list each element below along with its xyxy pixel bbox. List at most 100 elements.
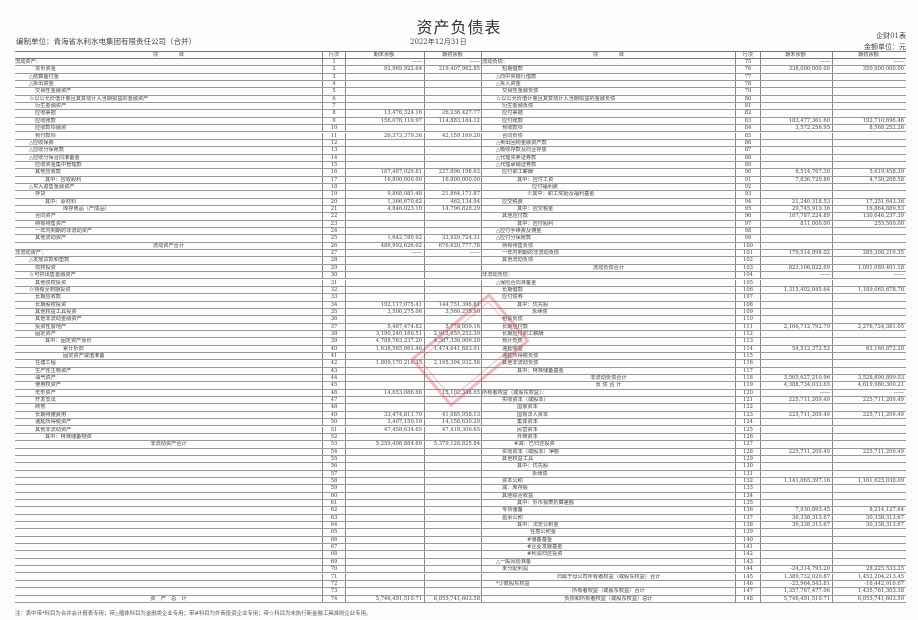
- liability-equity-row-number: 75: [735, 59, 761, 66]
- table-row: 65 任意公积金 139: [15, 529, 906, 537]
- liability-equity-end-balance: [761, 81, 833, 88]
- asset-begin-balance: [425, 81, 482, 88]
- asset-begin-balance: 47,418,306.65: [425, 426, 482, 433]
- asset-row-number: 59: [322, 485, 346, 492]
- liability-equity-end-balance: 7,836,729.86: [761, 176, 833, 183]
- liability-equity-end-balance: [761, 139, 833, 147]
- asset-begin-balance: [425, 103, 482, 110]
- liability-equity-end-balance: [761, 463, 833, 470]
- table-row: 59 减：库存股 133: [15, 485, 906, 493]
- asset-end-balance: ——: [346, 59, 425, 66]
- asset-end-balance: 3,190,240,180.51: [346, 330, 425, 338]
- asset-begin-balance: [425, 588, 482, 595]
- asset-row-number: 48: [322, 404, 346, 411]
- liability-equity-end-balance: 30,338,313.67: [761, 522, 833, 529]
- liability-equity-row-number: 113: [735, 338, 761, 345]
- asset-begin-balance: [425, 353, 482, 360]
- liability-equity-item-label: 应付票据: [502, 110, 523, 117]
- liability-equity-begin-balance: 192,710,696.46: [862, 117, 904, 124]
- liability-equity-row-number: 94: [735, 198, 761, 205]
- asset-item-label: [15, 544, 322, 550]
- liability-equity-begin-balance: [833, 419, 906, 425]
- liability-equity-end-balance: [761, 536, 833, 544]
- asset-end-balance: [346, 375, 425, 382]
- asset-end-balance: [346, 588, 425, 595]
- table-row: 其他应收款 16 187,487,029.81 227,896,198.63 应付职工薪…: [15, 169, 906, 177]
- table-row: 使用权资产 45 负 债 合 计 119 4,388,734,033.65 4,619,9…: [15, 382, 906, 390]
- asset-item-label: ☆以公允价值计量且其变动计入当期损益的金融资产: [29, 95, 149, 102]
- liability-equity-end-balance: [761, 88, 833, 95]
- asset-row-number: 50: [322, 419, 346, 426]
- asset-row-number: 54: [322, 448, 346, 455]
- asset-row-number: 2: [322, 66, 346, 73]
- asset-end-balance: [346, 522, 425, 529]
- asset-item-label: △发放贷款和垫款: [29, 257, 70, 264]
- asset-row-number: 37: [322, 323, 346, 330]
- asset-item-label: 流动资产合计: [152, 242, 185, 249]
- asset-row-number: 24: [322, 228, 346, 235]
- asset-begin-balance: [425, 558, 482, 566]
- liability-equity-row-number: 82: [735, 110, 761, 117]
- asset-end-balance: 33,474,811.70: [346, 411, 425, 419]
- asset-item-label: 其他债权投资: [35, 279, 67, 286]
- asset-end-balance: [346, 88, 425, 95]
- liability-equity-row-number: 129: [735, 455, 761, 463]
- header-end-left: 期末余额: [346, 52, 425, 58]
- asset-row-number: 57: [322, 470, 346, 477]
- liability-equity-end-balance: 811,000.00: [761, 220, 833, 228]
- asset-begin-balance: [425, 316, 482, 323]
- asset-row-number: 14: [322, 154, 346, 161]
- liability-equity-item-label: 其他流动负债: [502, 257, 534, 264]
- liability-equity-end-balance: ——: [761, 272, 833, 279]
- liability-equity-item-label: △应付分保账款: [496, 235, 532, 242]
- asset-end-balance: [346, 286, 425, 294]
- liability-equity-row-number: 81: [735, 103, 761, 110]
- asset-row-number: 56: [322, 463, 346, 470]
- liability-equity-begin-balance: [833, 441, 906, 447]
- liability-equity-item-label: 非流动负债：: [482, 272, 514, 279]
- liability-equity-row-number: 77: [735, 73, 761, 81]
- table-row: 其他流动资产 25 1,642,780.92 33,929,724.31 △应付分保账款…: [15, 235, 906, 243]
- liability-equity-row-number: 79: [735, 88, 761, 95]
- header-item-right: 项 目: [592, 52, 625, 58]
- asset-begin-balance: 1,474,641,683.91: [425, 345, 482, 352]
- table-row: 61 其中：外币报表折算差额 135: [15, 500, 906, 508]
- reporting-unit: 编制单位：青海省水利水电集团有限责任公司（合并）: [16, 37, 196, 46]
- asset-row-number: 63: [322, 514, 346, 522]
- asset-item-label: ☆可供出售金融资产: [29, 272, 76, 279]
- liability-equity-row-number: 137: [735, 514, 761, 522]
- asset-end-balance: [346, 81, 425, 88]
- header-end-right: 期末余额: [761, 52, 833, 58]
- asset-end-balance: 47,458,634.65: [346, 426, 425, 433]
- asset-item-label: ☆持有至到期投资: [29, 286, 71, 293]
- liability-equity-end-balance: 225,711,209.49: [761, 448, 833, 455]
- liability-equity-row-number: 130: [735, 463, 761, 470]
- table-row: 非流动资产： 27 —— —— 一年内到期的非流动负债 101 179,514,898.02…: [15, 250, 906, 258]
- liability-equity-end-balance: [761, 154, 833, 161]
- liability-equity-item-label: 其他权益工具: [502, 455, 534, 462]
- liability-equity-row-number: 114: [735, 345, 761, 352]
- asset-begin-balance: 6,055,741,603.58: [425, 595, 482, 602]
- liability-equity-begin-balance: [833, 74, 906, 80]
- table-row: 58 资本公积 132 1,141,065,397.16 1,161,625,030.0…: [15, 477, 906, 486]
- liability-equity-end-balance: 823,106,822.69: [761, 264, 833, 272]
- table-row: 其中：原材料 20 1,366,670.62 462,134.94 应交税费 94 21,2…: [15, 198, 906, 206]
- asset-row-number: 11: [322, 132, 346, 139]
- currency-unit: 金额单位：元: [864, 43, 906, 51]
- asset-row-number: 47: [322, 397, 346, 404]
- liability-equity-item-label: 流动负债：: [482, 59, 508, 65]
- liability-equity-row-number: 133: [735, 485, 761, 492]
- asset-item-label: 库存商品（产成品）: [63, 206, 110, 212]
- liability-equity-begin-balance: 30,338,313.67: [866, 514, 904, 521]
- asset-row-number: 7: [322, 103, 346, 110]
- asset-end-balance: ——: [346, 250, 425, 257]
- asset-item-label: [15, 559, 322, 565]
- liability-equity-begin-balance: 28,225,533.25: [866, 566, 904, 573]
- liability-equity-end-balance: 183,477,361.60: [761, 117, 833, 125]
- asset-begin-balance: 676,620,777.78: [425, 242, 482, 250]
- liability-equity-item-label: 长期借款: [502, 286, 523, 293]
- table-row: 油气资产 44 非流动负债合计 118 3,565,627,210.96 3,528,89…: [15, 375, 906, 383]
- asset-row-number: 74: [322, 595, 346, 602]
- table-row: 交易性金融资产 5 交易性金融负债 79: [15, 88, 906, 96]
- liability-equity-item-label: 民营资本: [517, 426, 538, 433]
